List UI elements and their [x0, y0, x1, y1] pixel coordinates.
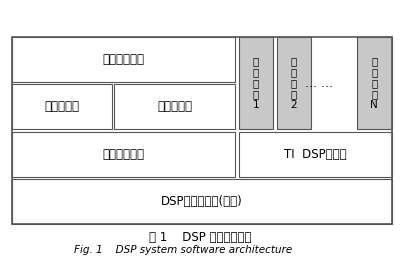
Text: 硬件驱动程序: 硬件驱动程序 [102, 148, 144, 161]
Text: Fig. 1    DSP system software architecture: Fig. 1 DSP system software architecture [75, 245, 293, 255]
Text: TI  DSP开发库: TI DSP开发库 [284, 148, 346, 161]
Text: 加
载
模
块
N: 加 载 模 块 N [370, 57, 378, 110]
Bar [12, 132, 235, 177]
Bar [114, 84, 235, 129]
Text: 加
载
模
块
2: 加 载 模 块 2 [290, 57, 297, 110]
Bar [357, 37, 392, 129]
Text: 动态链接器: 动态链接器 [157, 100, 192, 113]
Bar [239, 132, 392, 177]
Text: 加
载
模
块
1: 加 载 模 块 1 [253, 57, 259, 110]
Text: ... ...: ... ... [305, 77, 333, 90]
Text: 图 1    DSP 系统软件架构: 图 1 DSP 系统软件架构 [149, 231, 251, 244]
Text: 命令交互程序: 命令交互程序 [102, 53, 144, 66]
Bar [277, 37, 311, 129]
Bar [12, 37, 392, 224]
Text: DSP信号处理板(硬件): DSP信号处理板(硬件) [161, 195, 243, 208]
Bar [239, 37, 273, 129]
Text: 系统符号表: 系统符号表 [45, 100, 80, 113]
Bar [12, 179, 392, 224]
Bar [12, 37, 235, 82]
Bar [12, 84, 112, 129]
